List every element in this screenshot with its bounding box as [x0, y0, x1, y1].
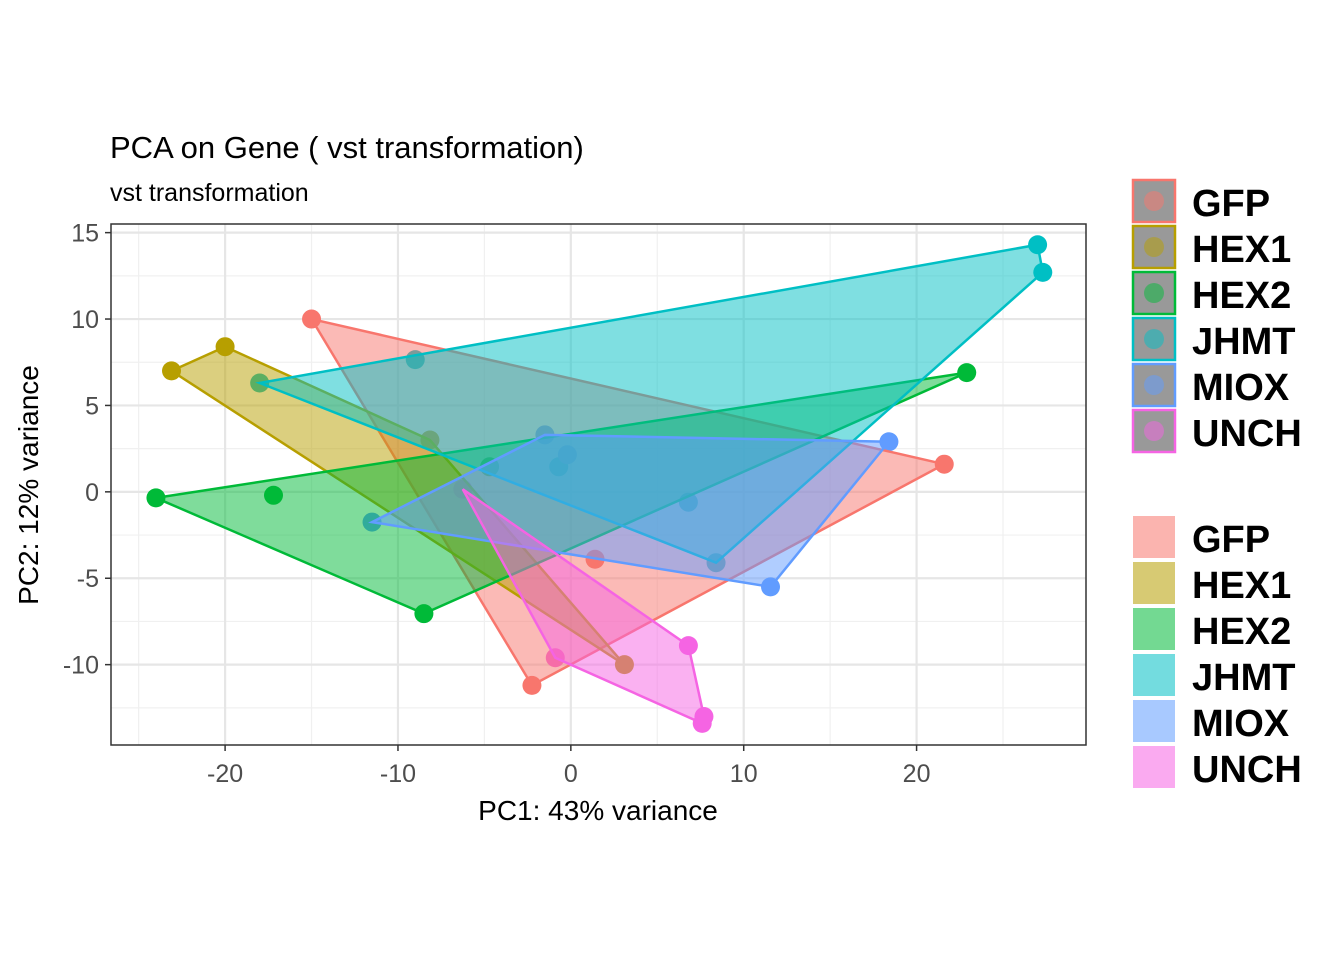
legend-key-point — [1144, 237, 1164, 257]
legend-key-point — [1144, 191, 1164, 211]
legend: GFPHEX1HEX2JHMTMIOXUNCHGFPHEX1HEX2JHMTMI… — [1131, 178, 1302, 791]
x-tick-label: 20 — [903, 760, 931, 788]
y-tick-label: 5 — [85, 392, 99, 420]
y-tick-label: -10 — [63, 652, 99, 680]
chart-subtitle: vst transformation — [110, 179, 309, 207]
legend-label: MIOX — [1192, 367, 1290, 409]
legend-key-fill — [1133, 700, 1175, 742]
legend-key-point — [1144, 283, 1164, 303]
legend-key-fill — [1133, 608, 1175, 650]
legend-label: UNCH — [1192, 413, 1302, 455]
legend-label: GFP — [1192, 183, 1270, 225]
panel-border — [110, 223, 1087, 746]
hull-unch — [461, 488, 706, 726]
chart-title: PCA on Gene ( vst transformation) — [110, 130, 584, 165]
legend-key-fill — [1133, 654, 1175, 696]
legend-label: HEX1 — [1192, 229, 1291, 271]
x-tick-label: 10 — [730, 760, 758, 788]
legend-key-point — [1144, 329, 1164, 349]
plot-panel: -20 -10 0 10 20 15 10 5 0 -5 -10 — [63, 220, 1087, 788]
x-tick-label: 0 — [564, 760, 578, 788]
hull-miox — [368, 433, 892, 589]
legend-label: MIOX — [1192, 703, 1290, 745]
legend-label: JHMT — [1192, 657, 1295, 699]
legend-label: JHMT — [1192, 321, 1295, 363]
y-tick-label: 15 — [71, 220, 99, 248]
legend-key-fill — [1133, 562, 1175, 604]
y-tick-label: -5 — [77, 565, 99, 593]
y-tick-label: 10 — [71, 306, 99, 334]
legend-label: HEX1 — [1192, 565, 1291, 607]
legend-label: HEX2 — [1192, 275, 1291, 317]
x-axis-label: PC1: 43% variance — [478, 795, 718, 826]
legend-key-point — [1144, 375, 1164, 395]
y-axis-label: PC2: 12% variance — [13, 365, 44, 605]
legend-label: UNCH — [1192, 749, 1302, 791]
legend-key-fill — [1133, 746, 1175, 788]
legend-label: GFP — [1192, 519, 1270, 561]
legend-label: HEX2 — [1192, 611, 1291, 653]
legend-key-point — [1144, 421, 1164, 441]
legend-key-fill — [1133, 516, 1175, 558]
x-tick-label: -10 — [380, 760, 416, 788]
y-tick-label: 0 — [85, 479, 99, 507]
x-tick-label: -20 — [207, 760, 243, 788]
